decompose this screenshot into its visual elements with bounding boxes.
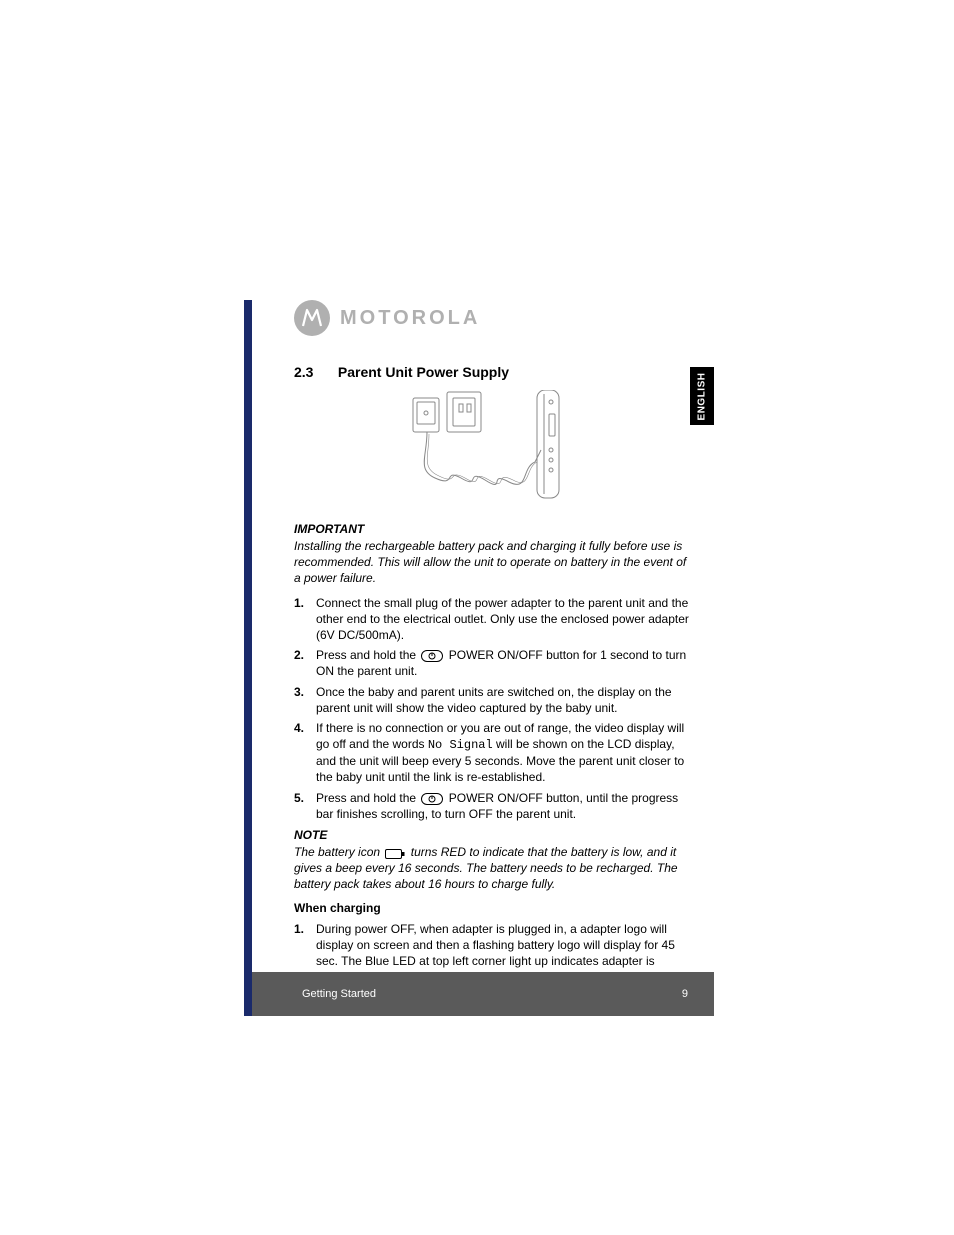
language-label: ENGLISH: [697, 372, 708, 420]
step-3-text: Once the baby and parent units are switc…: [316, 684, 694, 716]
language-tab: ENGLISH: [690, 367, 714, 425]
step-1-text: Connect the small plug of the power adap…: [316, 595, 694, 644]
battery-icon: [385, 849, 405, 859]
motorola-logo-icon: [294, 300, 330, 336]
brand-row: MOTOROLA: [294, 300, 724, 336]
page-footer: Getting Started 9: [252, 972, 714, 1016]
step-5-text: Press and hold the POWER ON/OFF button, …: [316, 790, 694, 822]
step-4: 4. If there is no connection or you are …: [294, 720, 694, 786]
section-title: Parent Unit Power Supply: [338, 364, 509, 380]
steps-list: 1. Connect the small plug of the power a…: [294, 595, 694, 822]
no-signal-text: No Signal: [428, 738, 493, 752]
step-3: 3. Once the baby and parent units are sw…: [294, 684, 694, 716]
page-number: 9: [682, 988, 688, 1000]
important-heading: IMPORTANT: [294, 522, 694, 536]
section-number: 2.3: [294, 364, 334, 380]
step-4-text: If there is no connection or you are out…: [316, 720, 694, 786]
power-button-icon: [421, 793, 443, 805]
charging-heading: When charging: [294, 901, 694, 915]
footer-section: Getting Started: [302, 988, 376, 1000]
important-text: Installing the rechargeable battery pack…: [294, 538, 694, 587]
page-content: MOTOROLA 2.3 Parent Unit Power Supply: [244, 300, 724, 989]
power-button-icon: [421, 650, 443, 662]
step-2: 2. Press and hold the POWER ON/OFF butto…: [294, 647, 694, 679]
m-glyph-icon: [300, 306, 324, 330]
note-text: The battery icon turns RED to indicate t…: [294, 844, 694, 893]
step-1: 1. Connect the small plug of the power a…: [294, 595, 694, 644]
power-supply-illustration: [409, 390, 579, 508]
note-heading: NOTE: [294, 828, 694, 842]
brand-wordmark: MOTOROLA: [340, 307, 480, 330]
step-5: 5. Press and hold the POWER ON/OFF butto…: [294, 790, 694, 822]
section-heading: 2.3 Parent Unit Power Supply: [294, 364, 694, 380]
step-2-text: Press and hold the POWER ON/OFF button f…: [316, 647, 694, 679]
